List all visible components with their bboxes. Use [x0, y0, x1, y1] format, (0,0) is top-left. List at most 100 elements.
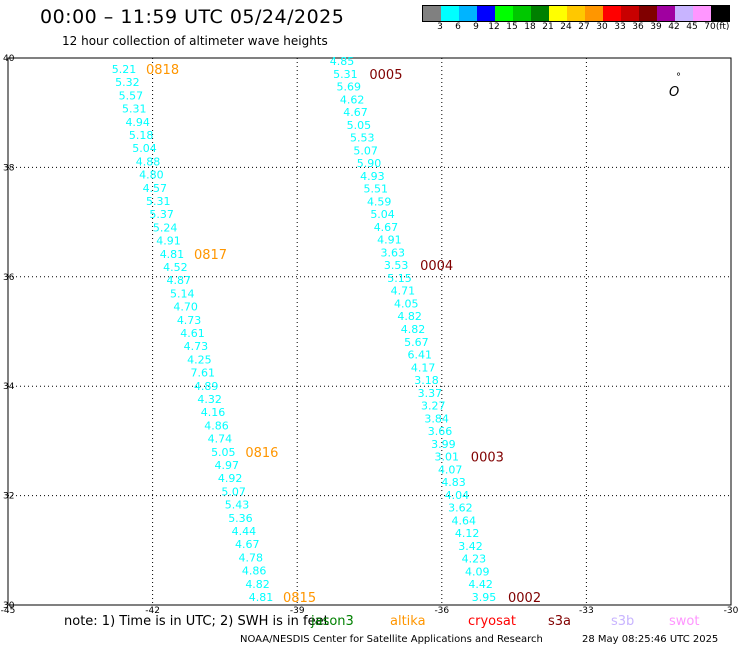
satellite-legend-item: s3b: [611, 614, 635, 629]
page-subtitle: 12 hour collection of altimeter wave hei…: [62, 34, 328, 48]
left-track-time-label: 0818: [146, 63, 179, 78]
right-track-swh-value: 4.59: [367, 195, 392, 208]
color-swatch: [585, 6, 603, 21]
right-track-swh-value: 4.67: [343, 106, 368, 119]
right-track-swh-value: 4.07: [438, 463, 463, 476]
left-track-swh-value: 5.31: [146, 195, 171, 208]
island-mark: O: [669, 85, 679, 100]
longitude-tick-label: -30: [724, 606, 739, 616]
right-track-swh-value: 4.83: [441, 476, 466, 489]
left-track-swh-value: 5.32: [115, 76, 140, 89]
left-track-swh-value: 5.18: [129, 129, 154, 142]
left-track-swh-value: 4.73: [184, 340, 209, 353]
color-swatch: [621, 6, 639, 21]
left-track-swh-value: 5.36: [228, 512, 253, 525]
map-frame: [7, 57, 732, 606]
right-track-time-label: 0003: [471, 451, 504, 466]
color-scale-label: 21: [542, 22, 554, 32]
color-swatch: [459, 6, 477, 21]
right-track-swh-value: 5.04: [370, 208, 395, 221]
right-track-swh-value: 3.27: [421, 400, 446, 413]
right-track-swh-value: 3.95: [472, 591, 497, 604]
right-track-swh-value: 5.31: [333, 68, 358, 81]
footer-credit: NOAA/NESDIS Center for Satellite Applica…: [240, 634, 543, 645]
latitude-tick-label: 30: [3, 601, 15, 611]
right-track-swh-value: 3.99: [431, 438, 456, 451]
right-track-swh-value: 4.09: [465, 565, 490, 578]
right-track-swh-value: 5.15: [387, 272, 412, 285]
left-track-swh-value: 5.21: [112, 63, 137, 76]
right-track-swh-value: 4.62: [340, 93, 365, 106]
color-swatch: [549, 6, 567, 21]
map-border: [7, 57, 732, 606]
right-track-swh-value: 3.84: [424, 412, 449, 425]
right-track-swh-value: 3.18: [414, 374, 439, 387]
color-swatch: [423, 6, 441, 21]
color-swatch: [513, 6, 531, 21]
latitude-tick-label: 32: [3, 492, 14, 502]
left-track-swh-value: 5.07: [221, 485, 246, 498]
right-track-swh-value: 5.05: [347, 119, 372, 132]
color-swatch: [531, 6, 549, 21]
color-scale-label: 9: [473, 22, 479, 32]
left-track-swh-value: 5.43: [225, 499, 250, 512]
footer-note: note: 1) Time is in UTC; 2) SWH is in fe…: [64, 614, 329, 629]
right-track-swh-value: 4.93: [360, 170, 385, 183]
right-track-swh-value: 4.71: [391, 285, 416, 298]
left-track-time-label: 0817: [194, 248, 227, 263]
left-track-swh-value: 4.32: [197, 393, 222, 406]
satellite-legend-item: swot: [669, 614, 700, 629]
right-track-swh-value: 4.17: [411, 361, 436, 374]
latitude-tick-label: 38: [3, 163, 15, 173]
left-track-swh-value: 4.94: [125, 116, 150, 129]
color-scale-label: 6: [455, 22, 461, 32]
satellite-legend-item: jason3: [311, 614, 354, 629]
color-scale-label: 30: [596, 22, 608, 32]
left-track-swh-value: 4.88: [136, 155, 161, 168]
left-track-swh-value: 4.87: [167, 274, 192, 287]
left-track-swh-value: 4.81: [249, 591, 274, 604]
right-track-swh-value: 6.41: [408, 349, 433, 362]
left-track-swh-value: 4.52: [163, 261, 188, 274]
footer-timestamp: 28 May 08:25:46 UTC 2025: [582, 634, 719, 645]
left-track-swh-value: 7.61: [191, 367, 216, 380]
color-swatch: [657, 6, 675, 21]
color-swatch: [441, 6, 459, 21]
right-track-swh-value: 3.63: [380, 246, 405, 259]
color-scale-label: 42: [668, 22, 680, 32]
left-track-swh-value: 5.37: [149, 208, 174, 221]
right-track-swh-value: 5.69: [337, 81, 362, 94]
left-track-swh-value: 5.04: [132, 142, 157, 155]
color-scale-labels: 3 6 9 12 15 18 21 24 27 30 33 36 39 42 45 70 (ft): [422, 22, 740, 34]
color-swatch: [495, 6, 513, 21]
left-track-swh-value: 4.78: [238, 551, 263, 564]
left-track-swh-value: 4.74: [208, 433, 233, 446]
right-track-swh-value: 4.64: [451, 514, 476, 527]
left-track-swh-value: 4.80: [139, 169, 164, 182]
color-scale-label: 45: [686, 22, 698, 32]
color-swatch: [477, 6, 495, 21]
right-track-swh-value: 4.04: [445, 489, 470, 502]
right-track-swh-value: 3.62: [448, 502, 473, 515]
color-scale-label: 27: [578, 22, 590, 32]
right-track-swh-value: 4.91: [377, 234, 402, 247]
left-track-swh-value: 4.89: [194, 380, 219, 393]
latitude-tick-label: 36: [3, 273, 15, 283]
color-swatch: [603, 6, 621, 21]
left-track-swh-value: 4.86: [204, 419, 229, 432]
color-scale-label: (ft): [715, 22, 730, 32]
left-track-swh-value: 4.86: [242, 565, 267, 578]
right-track-time-label: 0004: [420, 259, 453, 274]
right-track-swh-value: 3.66: [428, 425, 453, 438]
left-track-swh-value: 4.73: [177, 314, 202, 327]
longitude-tick-label: -36: [434, 606, 449, 616]
color-scale-label: 36: [632, 22, 644, 32]
left-track-swh-value: 5.57: [119, 89, 144, 102]
left-track-time-label: 0815: [283, 591, 316, 606]
left-track-swh-value: 5.05: [211, 446, 236, 459]
right-track-swh-value: 4.82: [401, 323, 426, 336]
latitude-tick-label: 34: [3, 382, 15, 392]
page-title: 00:00 – 11:59 UTC 05/24/2025: [40, 6, 345, 28]
right-track-swh-value: 3.37: [418, 387, 443, 400]
